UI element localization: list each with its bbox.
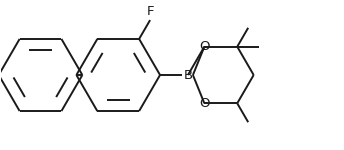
- Text: O: O: [199, 97, 209, 110]
- Text: O: O: [199, 40, 209, 53]
- Text: F: F: [146, 5, 154, 18]
- Text: B: B: [183, 69, 193, 81]
